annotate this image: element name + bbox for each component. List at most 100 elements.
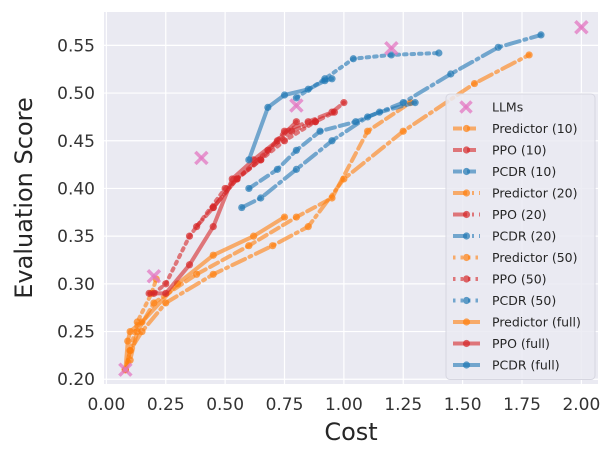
legend: LLMs Predictor (10) PPO (10) PCDR (10) Predi…: [445, 93, 596, 380]
data-point: [292, 94, 300, 102]
data-point: [273, 165, 281, 173]
y-axis-title: Evaluation Score: [10, 97, 38, 298]
legend-box: [445, 93, 596, 380]
legend-item: Predictor (20): [453, 186, 577, 201]
data-point: [238, 203, 246, 212]
y-tick-label: 0.45: [57, 132, 95, 152]
data-point: [185, 232, 194, 240]
data-point: [145, 289, 153, 297]
legend-marker: [462, 296, 471, 305]
data-point: [264, 103, 272, 111]
data-point: [311, 118, 319, 126]
x-tick-label: 1.25: [384, 395, 422, 415]
data-point: [537, 31, 545, 39]
data-point: [250, 232, 258, 240]
legend-item: PCDR (10): [453, 164, 556, 179]
data-point: [292, 146, 300, 154]
legend-item: PPO (50): [453, 272, 547, 287]
legend-item: PCDR (20): [453, 229, 556, 244]
x-tick-label: 1.75: [503, 395, 541, 415]
legend-item: Predictor (10): [453, 121, 577, 136]
legend-item: PPO (10): [453, 143, 547, 158]
y-tick-label: 0.30: [57, 275, 95, 295]
y-tick-label: 0.40: [57, 179, 95, 199]
data-point: [245, 242, 253, 250]
y-tick-label: 0.50: [57, 84, 95, 104]
llm-marker: [289, 98, 304, 113]
legend-item: PPO (20): [453, 207, 547, 222]
data-point: [525, 51, 533, 59]
data-point: [304, 223, 312, 231]
y-tick-label: 0.25: [57, 323, 95, 343]
legend-label: PPO (20): [492, 207, 547, 222]
legend-item: Predictor (50): [453, 250, 577, 265]
data-point: [399, 127, 407, 135]
data-point: [364, 113, 372, 121]
legend-marker: [462, 146, 471, 154]
data-point: [328, 75, 336, 83]
legend-marker: [462, 189, 471, 197]
data-point: [330, 108, 338, 116]
data-point: [340, 175, 348, 183]
data-point: [257, 194, 265, 202]
legend-marker: [462, 318, 471, 326]
x-tick-label: 0.50: [206, 395, 244, 415]
data-point: [269, 242, 277, 250]
series-ppo-full: [145, 118, 300, 297]
data-point: [280, 137, 289, 145]
data-point: [138, 327, 146, 336]
series-line: [123, 100, 413, 372]
series-layer: [121, 31, 545, 374]
llm-marker-stroke: [118, 362, 133, 377]
x-tick-label: 1.50: [444, 395, 482, 415]
data-point: [316, 127, 324, 135]
data-point: [364, 127, 372, 135]
legend-marker: [462, 124, 471, 133]
legend-label: PPO (50): [492, 272, 547, 287]
llm-marker-stroke: [574, 20, 589, 35]
data-point: [162, 280, 170, 288]
data-point: [292, 118, 300, 126]
data-point: [209, 270, 217, 278]
y-tick-label: 0.20: [57, 370, 95, 390]
legend-label: PPO (full): [492, 336, 550, 351]
legend-marker: [462, 361, 471, 369]
data-point: [435, 49, 443, 57]
data-point: [162, 289, 170, 297]
data-point: [470, 79, 479, 88]
data-point: [328, 137, 336, 145]
llm-marker: [384, 41, 399, 56]
series-pcdr-full: [245, 75, 336, 164]
x-tick-label: 2.00: [562, 395, 600, 415]
legend-marker: [462, 210, 471, 219]
data-point: [209, 223, 217, 231]
legend-label: PCDR (20): [492, 229, 556, 244]
legend-label: PCDR (10): [492, 164, 556, 179]
llm-marker-stroke: [289, 98, 304, 113]
data-point: [209, 251, 217, 259]
x-tick-label: 0.75: [266, 395, 304, 415]
legend-marker: [462, 339, 471, 348]
legend-marker: [459, 100, 473, 114]
data-point: [321, 77, 329, 85]
data-point: [349, 55, 357, 63]
series-ppo-50: [150, 118, 319, 297]
legend-label: Predictor (50): [492, 250, 577, 265]
y-tick-label: 0.55: [57, 36, 95, 56]
data-point: [494, 43, 502, 51]
data-point: [399, 99, 407, 107]
legend-label: LLMs: [492, 100, 523, 115]
llm-marker: [574, 20, 589, 35]
data-point: [411, 99, 419, 107]
y-tick-label: 0.35: [57, 227, 95, 247]
legend-label: PCDR (full): [492, 358, 560, 373]
legend-item: LLMs: [459, 100, 523, 115]
legend-marker: [462, 253, 471, 262]
legend-label: Predictor (full): [492, 315, 581, 330]
llm-marker-stroke: [146, 268, 162, 284]
legend-item: PCDR (50): [453, 293, 556, 308]
llm-marker: [194, 150, 209, 166]
data-point: [228, 175, 236, 183]
series-pcdr-20: [238, 31, 545, 212]
